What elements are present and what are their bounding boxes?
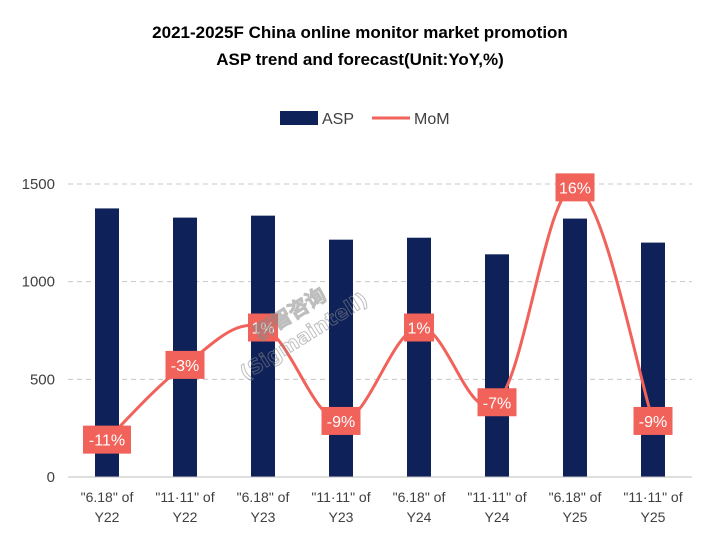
svg-text:1%: 1% bbox=[407, 321, 430, 338]
svg-text:16%: 16% bbox=[559, 180, 591, 197]
x-tick-label: "6.18" of Y23 bbox=[237, 489, 290, 525]
x-tick-label: "11·11" of Y22 bbox=[155, 489, 214, 525]
x-axis: "6.18" of Y22 "11·11" of Y22 "6.18" of Y23 "11… bbox=[68, 476, 692, 525]
legend-mom-label: MoM bbox=[414, 111, 450, 128]
mom-labels: -11% -3% 1% -9% 1% -7% 16% -9% bbox=[83, 173, 673, 454]
y-tick-label: 0 bbox=[47, 469, 55, 486]
svg-text:-11%: -11% bbox=[89, 433, 125, 450]
mom-data-label: -9% bbox=[321, 406, 361, 435]
svg-text:-7%: -7% bbox=[483, 395, 511, 412]
asp-bar bbox=[563, 218, 587, 477]
asp-bar bbox=[251, 215, 275, 478]
asp-bars bbox=[95, 208, 665, 478]
x-tick-label: "6.18" of Y24 bbox=[393, 489, 446, 525]
mom-data-label: 16% bbox=[555, 173, 595, 202]
legend-asp-swatch bbox=[280, 111, 318, 125]
mom-data-label: 1% bbox=[404, 313, 434, 342]
svg-text:-3%: -3% bbox=[171, 358, 199, 375]
x-tick-label: "11·11" of Y24 bbox=[467, 489, 526, 525]
asp-bar bbox=[329, 239, 353, 477]
mom-data-label: -7% bbox=[477, 388, 517, 417]
asp-bar bbox=[485, 254, 509, 477]
legend: ASP MoM bbox=[280, 111, 450, 128]
asp-bar bbox=[641, 242, 665, 477]
asp-bar bbox=[173, 217, 197, 477]
svg-text:-9%: -9% bbox=[639, 414, 667, 431]
y-tick-label: 500 bbox=[30, 371, 55, 388]
legend-asp-label: ASP bbox=[322, 111, 354, 128]
x-tick-label: "6.18" of Y25 bbox=[549, 489, 602, 525]
x-tick-label: "11·11" of Y25 bbox=[623, 489, 682, 525]
mom-data-label: -9% bbox=[633, 406, 673, 435]
svg-text:-9%: -9% bbox=[327, 414, 355, 431]
y-tick-label: 1000 bbox=[22, 274, 55, 291]
chart-title-line-1: 2021-2025F China online monitor market p… bbox=[152, 23, 568, 42]
svg-text:1%: 1% bbox=[251, 321, 274, 338]
asp-bar bbox=[407, 237, 431, 477]
y-axis: 0 500 1000 1500 bbox=[22, 176, 55, 486]
y-tick-label: 1500 bbox=[22, 176, 55, 193]
x-tick-label: "6.18" of Y22 bbox=[81, 489, 134, 525]
x-tick-label: "11·11" of Y23 bbox=[311, 489, 370, 525]
mom-data-label: -3% bbox=[165, 350, 205, 379]
mom-data-label: 1% bbox=[248, 313, 278, 342]
chart-title-line-2: ASP trend and forecast(Unit:YoY,%) bbox=[216, 50, 503, 69]
mom-data-label: -11% bbox=[83, 425, 131, 454]
gridlines bbox=[68, 183, 692, 380]
